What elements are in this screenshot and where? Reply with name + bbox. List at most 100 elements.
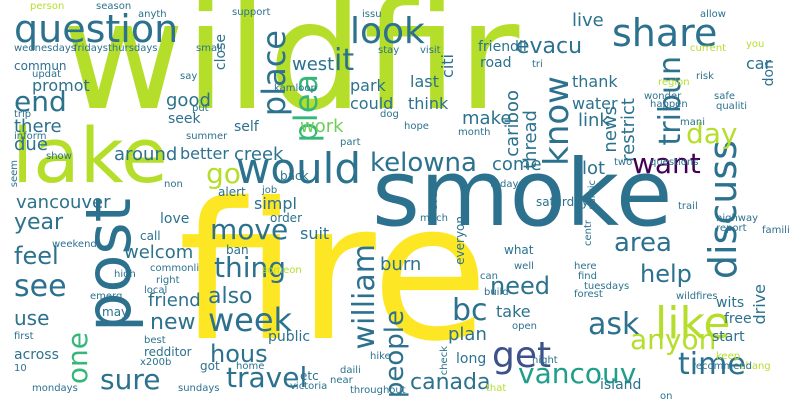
word-person: support [232,7,271,18]
word-10: may [102,305,129,319]
word-vancouv: vancouv [518,357,637,390]
word-ban: seem [9,160,20,188]
word-time: time [678,347,746,382]
word-got: home [236,361,265,372]
word-around: around [114,144,178,165]
word-throughout: public [268,329,311,345]
word-new: new [150,310,196,335]
word-home-b: first [14,331,34,342]
word-etc: mondays [32,383,78,394]
word-keep: find [578,271,597,282]
word-hope: mani [680,117,705,128]
word-non: summer [186,131,228,142]
word-anyon: anyon [630,323,717,356]
word-check: throughout [350,385,406,396]
word-commonli: back [280,169,309,183]
word-use: use [14,306,50,330]
word-wednesdays: thursdays [108,43,158,54]
word-go: go [206,157,241,190]
word-need: need [490,272,550,300]
word-daili: etc [300,369,319,383]
word-help: help [640,260,692,288]
word-weekend: order [270,211,302,225]
word-well: saturdays [536,195,595,209]
word-lake: lake [12,111,168,200]
word-visit: tri [532,59,543,70]
word-suit: could [350,94,394,113]
word-mondays: x200b [140,357,172,368]
word-order: ban [226,243,249,257]
word-two: trail [678,201,698,212]
word-you: visit [420,45,441,56]
word-much: island [600,377,642,393]
word-it: it [334,43,355,78]
word-self: welcom [124,242,194,263]
word-first: redditor [144,345,192,359]
word-promot: simpl [254,194,297,213]
word-discuss: discuss [701,140,745,280]
word-find: open [512,321,537,332]
word-wonder: qualiti [716,101,748,112]
word-thing: thing [214,251,287,284]
word-risk: region [658,77,690,88]
word-want: want [632,147,701,180]
word-famili: recommend [692,361,752,372]
word-wildfir: wildfir [62,0,520,144]
word-month: hope [404,121,429,132]
word-bc: bc [452,293,488,328]
word-place: place [255,30,293,117]
word-know: know [537,76,577,166]
word-question: question [14,7,179,51]
word-take: park [350,76,386,95]
word-here: night [532,355,558,366]
word-back: alert [218,185,246,199]
word-someon: on [660,391,673,402]
word-what: even [429,186,440,211]
word-would: would [236,144,361,193]
word-trip: part [340,137,361,148]
word-redditor: high [114,269,136,280]
word-smoke: smoke [372,140,673,247]
word-live: live [572,10,604,31]
word-victoria: that [486,383,507,394]
word-fire: fire [178,162,489,383]
word-drive: promot [32,76,90,95]
word-like: like [655,298,731,349]
word-welcom: seek [168,111,201,127]
word-can: centr [583,220,594,247]
word-better: better [180,144,229,163]
word-also: also [208,284,253,309]
word-could: take [496,302,531,321]
word-chang: here [574,261,597,272]
word-inform: month [458,127,491,138]
word-dog: put [192,103,209,114]
word-allow: current [690,43,727,54]
word-sundays: 10 [14,363,27,374]
word-canada: canada [410,370,491,395]
word-feel: feel [14,242,59,270]
word-plan: friendli [478,39,527,55]
word-west: west [292,54,335,75]
word-water: water [572,94,618,113]
word-local: weekend [52,239,97,250]
word-simpl: suit [300,224,330,243]
word-mani: safe [714,91,736,102]
word-share: share [612,11,718,55]
word-night: can [480,271,498,282]
word-friendli: drive [750,284,769,325]
word-island: daili [340,365,361,376]
word-report: keep [716,351,741,362]
word-restrict: restrict [618,98,639,162]
word-commun: fridays [74,43,109,54]
word-lot: road [480,55,512,71]
word-end: end [14,85,67,118]
word-move: move [210,213,289,246]
word-thursdays: anyth [138,9,167,20]
word-job: love [160,211,190,227]
word-come: citi [438,54,457,78]
word-region: small [196,43,223,54]
word-best: local [144,285,168,296]
word-travel: travel [226,361,308,394]
word-good: good [166,90,211,111]
